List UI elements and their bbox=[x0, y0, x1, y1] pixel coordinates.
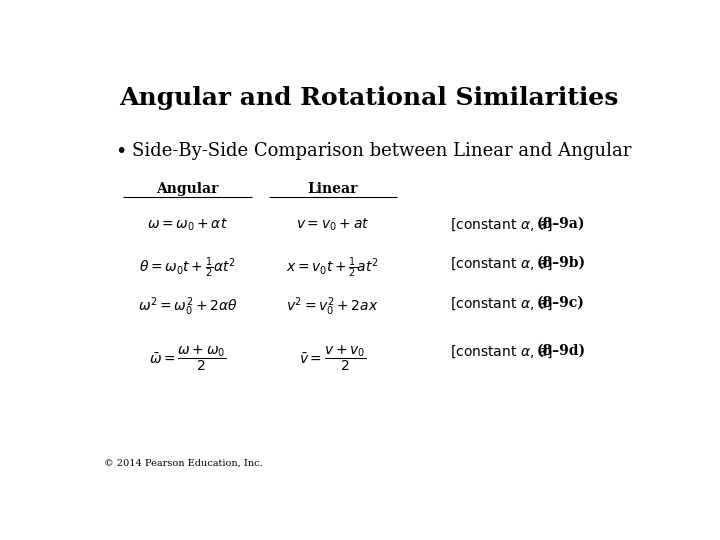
Text: $v = v_0 + at$: $v = v_0 + at$ bbox=[296, 217, 369, 233]
Text: (8–9b): (8–9b) bbox=[536, 256, 585, 270]
Text: © 2014 Pearson Education, Inc.: © 2014 Pearson Education, Inc. bbox=[104, 459, 263, 468]
Text: Angular and Rotational Similarities: Angular and Rotational Similarities bbox=[120, 85, 618, 110]
Text: Linear: Linear bbox=[307, 182, 358, 196]
Text: $\theta = \omega_0 t + \frac{1}{2}\alpha t^2$: $\theta = \omega_0 t + \frac{1}{2}\alpha… bbox=[139, 256, 236, 280]
Text: (8–9d): (8–9d) bbox=[536, 343, 585, 357]
Text: [constant $\alpha$, $a$]: [constant $\alpha$, $a$] bbox=[450, 295, 553, 312]
Text: $x = v_0 t + \frac{1}{2}at^2$: $x = v_0 t + \frac{1}{2}at^2$ bbox=[287, 256, 379, 280]
Text: •: • bbox=[115, 141, 127, 161]
Text: [constant $\alpha$, $a$]: [constant $\alpha$, $a$] bbox=[450, 217, 553, 233]
Text: Side-By-Side Comparison between Linear and Angular: Side-By-Side Comparison between Linear a… bbox=[132, 141, 631, 160]
Text: Angular: Angular bbox=[156, 182, 219, 196]
Text: $\omega = \omega_0 + \alpha t$: $\omega = \omega_0 + \alpha t$ bbox=[147, 217, 228, 233]
Text: $\bar{\omega} = \dfrac{\omega + \omega_0}{2}$: $\bar{\omega} = \dfrac{\omega + \omega_0… bbox=[149, 343, 226, 373]
Text: $v^2 = v_0^2 + 2ax$: $v^2 = v_0^2 + 2ax$ bbox=[287, 295, 379, 318]
Text: [constant $\alpha$, $a$]: [constant $\alpha$, $a$] bbox=[450, 343, 553, 360]
Text: (8–9c): (8–9c) bbox=[536, 295, 584, 309]
Text: $\omega^2 = \omega_0^2 + 2\alpha\theta$: $\omega^2 = \omega_0^2 + 2\alpha\theta$ bbox=[138, 295, 238, 318]
Text: (8–9a): (8–9a) bbox=[536, 217, 585, 231]
Text: $\bar{v} = \dfrac{v + v_0}{2}$: $\bar{v} = \dfrac{v + v_0}{2}$ bbox=[299, 343, 366, 373]
Text: [constant $\alpha$, $a$]: [constant $\alpha$, $a$] bbox=[450, 256, 553, 272]
